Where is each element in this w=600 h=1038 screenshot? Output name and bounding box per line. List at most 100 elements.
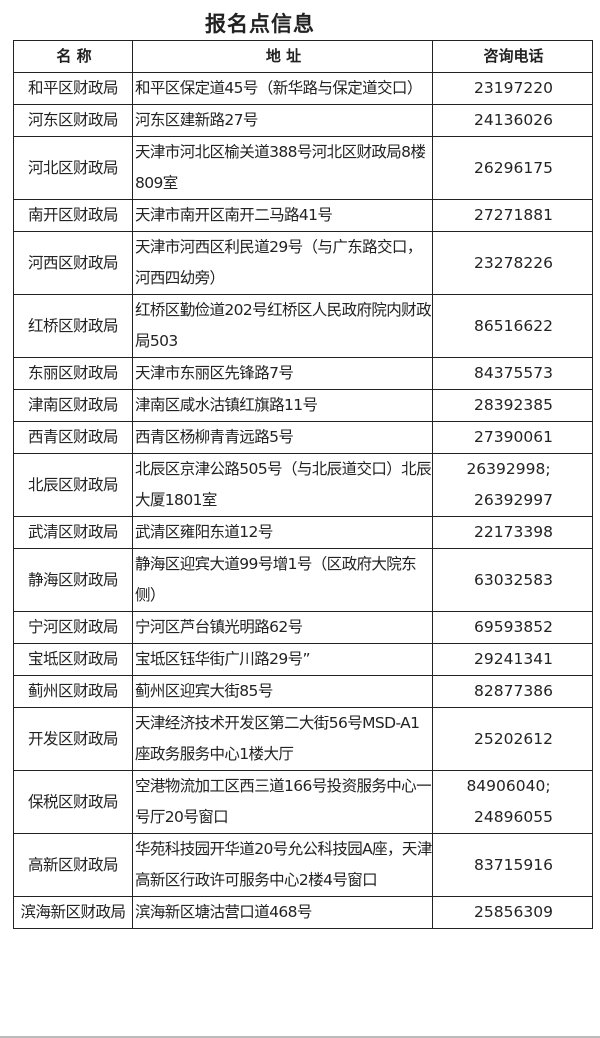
office-address: 滨海新区塘沽营口道468号: [132, 896, 433, 929]
phone-number: 24896055: [474, 808, 553, 826]
table-row: 河北区财政局 天津市河北区榆关道388号河北区财政局8楼809室 26296175: [13, 136, 593, 200]
office-phone: 26392998; 26392997: [432, 453, 593, 517]
header-address: 地 址: [132, 40, 433, 73]
office-phone: 27271881: [432, 199, 593, 232]
office-phone: 84375573: [432, 357, 593, 390]
office-phone: 23197220: [432, 72, 593, 105]
registration-table: 名 称 地 址 咨询电话 和平区财政局 和平区保定道45号（新华路与保定道交口） 2…: [13, 40, 593, 929]
office-address: 天津市南开区南开二马路41号: [132, 199, 433, 232]
office-name: 西青区财政局: [13, 421, 133, 454]
office-address: 空港物流加工区西三道166号投资服务中心一号厅20号窗口: [132, 770, 433, 834]
office-address: 津南区咸水沽镇红旗路11号: [132, 389, 433, 422]
table-row: 河西区财政局 天津市河西区利民道29号（与广东路交口，河西四幼旁） 23278226: [13, 231, 593, 295]
office-name: 滨海新区财政局: [13, 896, 133, 929]
office-name: 保税区财政局: [13, 770, 133, 834]
office-address: 红桥区勤俭道202号红桥区人民政府院内财政局503: [132, 294, 433, 358]
office-phone: 27390061: [432, 421, 593, 454]
office-name: 河北区财政局: [13, 136, 133, 200]
office-address: 蓟州区迎宾大街85号: [132, 675, 433, 708]
office-address: 河东区建新路27号: [132, 104, 433, 137]
table-row: 南开区财政局 天津市南开区南开二马路41号 27271881: [13, 199, 593, 232]
phone-number: 69593852: [474, 618, 553, 636]
office-address: 武清区雍阳东道12号: [132, 516, 433, 549]
office-phone: 29241341: [432, 643, 593, 676]
table-row: 北辰区财政局 北辰区京津公路505号（与北辰道交口）北辰大厦1801室 263929…: [13, 453, 593, 517]
phone-number: 26392998;: [466, 460, 551, 478]
table-header-row: 名 称 地 址 咨询电话: [13, 40, 593, 73]
phone-number: 84375573: [474, 364, 553, 382]
phone-number: 26296175: [474, 158, 553, 177]
header-name: 名 称: [13, 40, 133, 73]
office-phone: 82877386: [432, 675, 593, 708]
office-phone: 69593852: [432, 611, 593, 644]
office-name: 蓟州区财政局: [13, 675, 133, 708]
office-name: 宝坻区财政局: [13, 643, 133, 676]
office-name: 武清区财政局: [13, 516, 133, 549]
table-row: 河东区财政局 河东区建新路27号 24136026: [13, 104, 593, 137]
phone-number: 22173398: [474, 523, 553, 541]
table-row: 红桥区财政局 红桥区勤俭道202号红桥区人民政府院内财政局503 86516622: [13, 294, 593, 358]
phone-number: 86516622: [474, 316, 553, 335]
table-row: 津南区财政局 津南区咸水沽镇红旗路11号 28392385: [13, 389, 593, 422]
table-row: 宁河区财政局 宁河区芦台镇光明路62号 69593852: [13, 611, 593, 644]
office-name: 北辰区财政局: [13, 453, 133, 517]
office-name: 东丽区财政局: [13, 357, 133, 390]
office-name: 宁河区财政局: [13, 611, 133, 644]
table-row: 滨海新区财政局 滨海新区塘沽营口道468号 25856309: [13, 896, 593, 929]
table-row: 宝坻区财政局 宝坻区钰华街广川路29号” 29241341: [13, 643, 593, 676]
office-name: 开发区财政局: [13, 707, 133, 771]
office-phone: 63032583: [432, 548, 593, 612]
office-name: 静海区财政局: [13, 548, 133, 612]
office-address: 宝坻区钰华街广川路29号”: [132, 643, 433, 676]
phone-number: 63032583: [474, 570, 553, 589]
phone-number: 27390061: [474, 428, 553, 446]
office-name: 红桥区财政局: [13, 294, 133, 358]
phone-number: 23278226: [474, 253, 553, 272]
phone-number: 27271881: [474, 206, 553, 224]
divider: [0, 1036, 600, 1038]
header-phone: 咨询电话: [432, 40, 593, 73]
office-phone: 86516622: [432, 294, 593, 358]
office-phone: 24136026: [432, 104, 593, 137]
office-phone: 26296175: [432, 136, 593, 200]
table-row: 和平区财政局 和平区保定道45号（新华路与保定道交口） 23197220: [13, 72, 593, 105]
table-row: 西青区财政局 西青区杨柳青青远路5号 27390061: [13, 421, 593, 454]
office-phone: 25856309: [432, 896, 593, 929]
office-name: 河东区财政局: [13, 104, 133, 137]
office-name: 和平区财政局: [13, 72, 133, 105]
phone-number: 83715916: [474, 855, 553, 874]
office-name: 高新区财政局: [13, 833, 133, 897]
phone-number: 28392385: [474, 396, 553, 414]
office-phone: 83715916: [432, 833, 593, 897]
table-row: 开发区财政局 天津经济技术开发区第二大街56号MSD-A1座政务服务中心1楼大厅 2…: [13, 707, 593, 771]
phone-number: 26392997: [474, 491, 553, 509]
page-title: 报名点信息: [0, 8, 600, 38]
phone-number: 29241341: [474, 650, 553, 668]
office-phone: 28392385: [432, 389, 593, 422]
table-row: 保税区财政局 空港物流加工区西三道166号投资服务中心一号厅20号窗口 849060…: [13, 770, 593, 834]
office-address: 西青区杨柳青青远路5号: [132, 421, 433, 454]
office-name: 津南区财政局: [13, 389, 133, 422]
title-text: 报名点信息: [205, 12, 315, 36]
table-row: 东丽区财政局 天津市东丽区先锋路7号 84375573: [13, 357, 593, 390]
office-phone: 22173398: [432, 516, 593, 549]
office-phone: 25202612: [432, 707, 593, 771]
office-address: 华苑科技园开华道20号允公科技园A座，天津高新区行政许可服务中心2楼4号窗口: [132, 833, 433, 897]
table-row: 武清区财政局 武清区雍阳东道12号 22173398: [13, 516, 593, 549]
office-address: 宁河区芦台镇光明路62号: [132, 611, 433, 644]
office-address: 天津市河北区榆关道388号河北区财政局8楼809室: [132, 136, 433, 200]
phone-number: 24136026: [474, 111, 553, 129]
office-address: 静海区迎宾大道99号增1号（区政府大院东侧）: [132, 548, 433, 612]
phone-number: 84906040;: [466, 777, 551, 795]
table-row: 静海区财政局 静海区迎宾大道99号增1号（区政府大院东侧） 63032583: [13, 548, 593, 612]
phone-number: 23197220: [474, 79, 553, 97]
office-address: 天津市东丽区先锋路7号: [132, 357, 433, 390]
table-row: 蓟州区财政局 蓟州区迎宾大街85号 82877386: [13, 675, 593, 708]
phone-number: 25856309: [474, 903, 553, 921]
office-phone: 84906040; 24896055: [432, 770, 593, 834]
office-name: 南开区财政局: [13, 199, 133, 232]
office-phone: 23278226: [432, 231, 593, 295]
phone-number: 25202612: [474, 729, 553, 748]
table-row: 高新区财政局 华苑科技园开华道20号允公科技园A座，天津高新区行政许可服务中心2楼…: [13, 833, 593, 897]
phone-number: 82877386: [474, 682, 553, 700]
